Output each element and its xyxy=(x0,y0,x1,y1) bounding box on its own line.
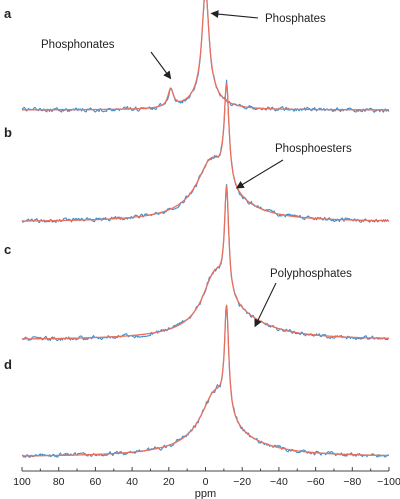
fit-spectrum-a xyxy=(21,0,390,111)
annotation-arrow xyxy=(150,51,172,80)
x-tick-label: 100 xyxy=(13,476,31,488)
x-tick-label: 60 xyxy=(90,476,102,488)
fit-spectrum-c xyxy=(21,185,390,340)
x-tick-label: 40 xyxy=(126,476,138,488)
experimental-spectrum-d xyxy=(21,305,390,458)
experimental-spectrum-a xyxy=(21,0,390,113)
annotation-label: Phosphonates xyxy=(41,39,115,51)
annotation-a-2: Phosphonates xyxy=(41,39,172,80)
annotation-c-1: Polyphosphates xyxy=(254,268,352,328)
x-axis: 100 80 60 40 20 0 −20 −40 −60 −80 −100 ppm xyxy=(13,467,400,499)
x-axis-ticks xyxy=(21,467,390,471)
panel-d: d xyxy=(4,304,390,458)
annotation-label: Phosphates xyxy=(265,13,326,25)
fit-spectrum-d xyxy=(21,304,390,457)
panel-label-c: c xyxy=(4,242,11,257)
panel-label-b: b xyxy=(4,125,12,140)
annotation-a-1: Phosphates xyxy=(210,10,326,25)
x-tick-label: 20 xyxy=(163,476,175,488)
panel-label-d: d xyxy=(4,357,12,372)
x-tick-label: −20 xyxy=(233,476,251,488)
annotation-label: Polyphosphates xyxy=(270,268,352,280)
panel-label-a: a xyxy=(4,6,12,21)
annotation-b-1: Phosphoesters xyxy=(235,143,352,189)
annotations: Phosphates Phosphonates Phosphoesters Polyp… xyxy=(41,10,352,328)
x-axis-tick-labels: 100 80 60 40 20 0 −20 −40 −60 −80 −100 xyxy=(13,476,400,488)
x-tick-label: −40 xyxy=(270,476,288,488)
x-tick-label: −80 xyxy=(343,476,361,488)
x-tick-label: −100 xyxy=(377,476,400,488)
annotation-label: Phosphoesters xyxy=(275,143,352,155)
experimental-spectrum-c xyxy=(21,183,390,342)
annotation-arrow xyxy=(210,10,259,19)
x-tick-label: 0 xyxy=(203,476,209,488)
x-tick-label: −60 xyxy=(307,476,325,488)
x-tick-label: 80 xyxy=(53,476,65,488)
annotation-arrow xyxy=(235,159,284,189)
annotation-arrow xyxy=(254,282,277,328)
x-axis-label: ppm xyxy=(195,488,216,499)
panel-c: c xyxy=(4,183,390,342)
spectra-panels: a b c d xyxy=(4,0,390,458)
panel-b: b xyxy=(4,79,390,224)
panel-a: a xyxy=(4,0,390,113)
fit-spectrum-b xyxy=(21,82,390,222)
